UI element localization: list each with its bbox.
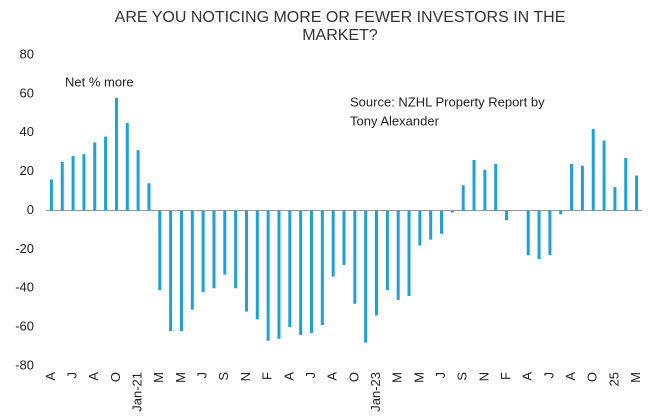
bar [375,210,379,316]
x-tick-label: J [541,372,556,379]
bar [179,210,183,332]
x-tick-label: 25 [606,372,621,386]
bar [60,161,64,211]
x-tick-label: Jan-21 [130,372,145,412]
y-tick-label: 0 [27,202,34,217]
bar [461,185,465,211]
bar [559,210,563,215]
x-tick-label: A [520,372,535,381]
bar [93,142,97,211]
bar [82,154,86,211]
bar [331,210,335,277]
bar [71,156,75,211]
bar [635,175,639,211]
bar [49,179,53,211]
x-tick-label: Jan-23 [368,372,383,412]
bar [309,210,313,333]
bar [353,210,357,304]
bar [244,210,248,312]
bar [570,163,574,211]
y-tick-label: -60 [15,319,34,334]
x-tick-label: M [628,372,643,383]
x-tick-label: O [346,372,361,382]
x-tick-label: O [585,372,600,382]
bar [320,210,324,326]
annotation: Source: NZHL Property Report by [350,94,545,109]
bar [483,169,487,211]
bar [418,210,422,246]
bar [234,210,238,289]
x-tick-label: A [86,372,101,381]
y-tick-label: 80 [20,46,34,61]
bar [591,128,595,211]
bar [266,210,270,341]
bar [440,210,444,234]
x-tick-label: S [216,372,231,381]
bar [169,210,173,332]
x-tick-label: A [563,372,578,381]
x-tick-label: J [195,372,210,379]
bar [407,210,411,297]
bar [526,210,530,256]
bar [624,158,628,211]
bar [548,210,552,256]
bar [136,150,140,211]
x-tick-label: A [325,372,340,381]
y-tick-label: 40 [20,124,34,139]
bar [342,210,346,265]
x-tick-label: J [65,372,80,379]
chart-title: ARE YOU NOTICING MORE OR FEWER INVESTORS… [115,9,566,26]
bar [537,210,541,260]
y-tick-label: 20 [20,163,34,178]
bar [613,187,617,211]
x-tick-label: F [498,372,513,380]
chart-title: MARKET? [302,27,378,44]
bar [429,210,433,240]
bar [505,210,509,221]
bar [385,210,389,291]
annotation: Net % more [65,74,134,89]
x-tick-label: M [173,372,188,383]
bar [190,210,194,310]
x-tick-label: J [433,372,448,379]
x-tick-label: M [390,372,405,383]
y-tick-label: -20 [15,241,34,256]
x-tick-label: N [238,372,253,381]
bar [201,210,205,293]
y-tick-label: 60 [20,85,34,100]
x-tick-label: N [476,372,491,381]
bar [396,210,400,300]
bar [158,210,162,291]
bar [212,210,216,289]
x-tick-label: A [43,372,58,381]
x-tick-label: M [411,372,426,383]
bar [450,210,454,213]
bar [602,140,606,211]
x-tick-label: O [108,372,123,382]
bar [299,210,303,335]
bar [364,210,368,343]
bar [472,159,476,211]
bar [255,210,259,320]
x-tick-label: M [151,372,166,383]
x-tick-label: F [260,372,275,380]
annotation: Tony Alexander [350,113,440,128]
bar [147,183,151,211]
bar [288,210,292,328]
bar [125,123,129,211]
bar [114,97,118,211]
bar [277,210,281,339]
bar [494,163,498,211]
bar [580,165,584,211]
y-tick-label: -80 [15,357,34,372]
bar [104,136,108,211]
x-tick-label: S [455,372,470,381]
x-tick-label: A [281,372,296,381]
y-tick-label: -40 [15,280,34,295]
bar [223,210,227,275]
x-tick-label: J [303,372,318,379]
